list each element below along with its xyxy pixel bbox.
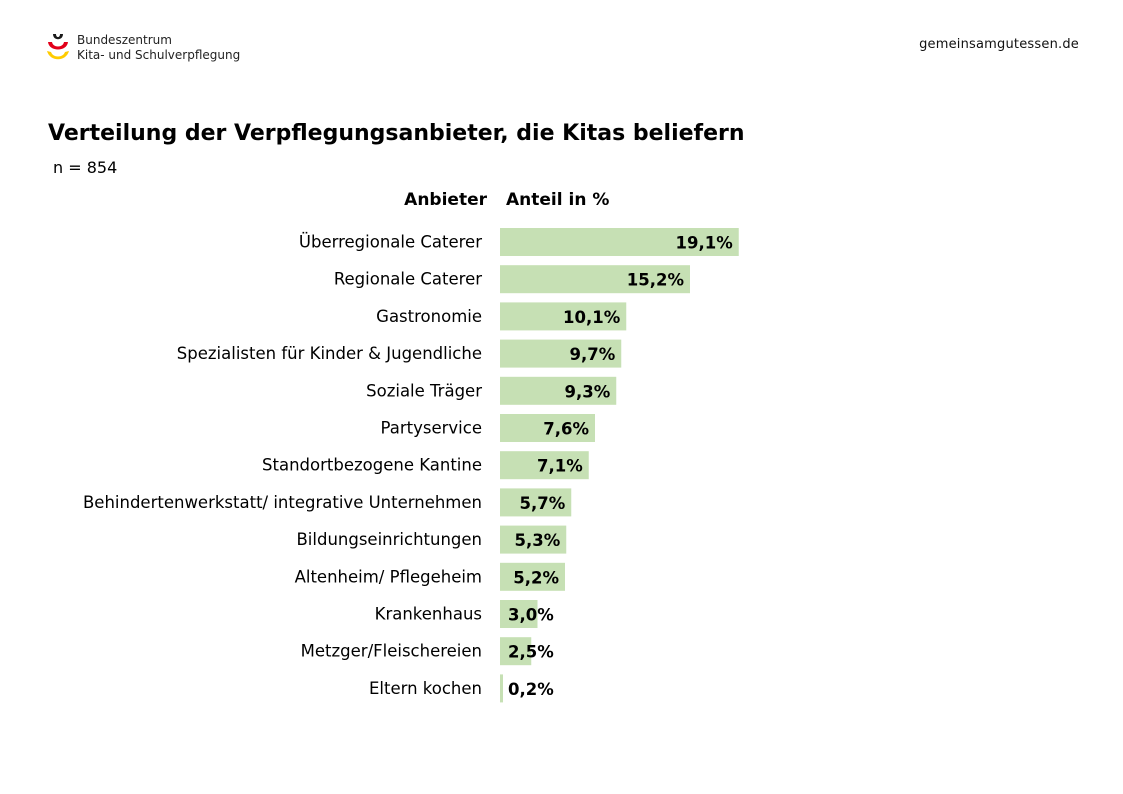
data-label: 9,3% (564, 382, 610, 401)
bar (500, 228, 739, 256)
category-label: Soziale Träger (366, 381, 482, 400)
data-label: 3,0% (508, 606, 554, 625)
bar (500, 302, 627, 331)
data-label: 0,2% (508, 680, 554, 699)
category-label: Krankenhaus (375, 605, 482, 624)
category-column-header: Anbieter (404, 190, 487, 210)
bar (500, 674, 503, 703)
data-label: 19,1% (676, 234, 734, 253)
value-column-header: Anteil in % (506, 190, 610, 210)
data-label: 7,1% (537, 457, 583, 476)
logo: Bundeszentrum Kita- und Schulverpflegung (46, 32, 246, 66)
data-label: 9,7% (569, 345, 615, 364)
bar (500, 562, 565, 591)
data-label: 10,1% (563, 308, 621, 327)
category-label: Altenheim/ Pflegeheim (295, 567, 482, 586)
data-label: 2,5% (508, 643, 554, 662)
bar (500, 488, 572, 517)
bar (500, 525, 567, 554)
site-url[interactable]: gemeinsamgutessen.de (919, 37, 1079, 52)
logo-bowl-icon (47, 34, 69, 60)
org-name-line2: Kita- und Schulverpflegung (77, 48, 241, 62)
bar (500, 451, 589, 480)
bar (500, 414, 595, 442)
category-label: Behindertenwerkstatt/ integrative Untern… (83, 493, 482, 512)
category-label: Partyservice (381, 419, 482, 438)
category-label: Standortbezogene Kantine (262, 456, 482, 475)
logo-text: Bundeszentrum Kita- und Schulverpflegung (77, 33, 240, 63)
chart-title: Verteilung der Verpflegungsanbieter, die… (48, 121, 745, 146)
org-name-line1: Bundeszentrum (77, 33, 172, 47)
category-label: Spezialisten für Kinder & Jugendliche (177, 344, 482, 363)
bar (500, 637, 532, 666)
bar (500, 265, 690, 294)
category-label: Metzger/Fleischereien (301, 642, 482, 661)
category-label: Bildungseinrichtungen (296, 530, 482, 549)
bar (500, 376, 617, 405)
category-label: Regionale Caterer (334, 270, 482, 289)
data-label: 5,7% (519, 494, 565, 513)
category-label: Eltern kochen (369, 679, 482, 698)
data-label: 5,2% (513, 568, 559, 587)
data-label: 7,6% (543, 420, 589, 439)
sample-size: n = 854 (53, 158, 118, 177)
data-label: 15,2% (627, 271, 685, 290)
data-label: 5,3% (514, 531, 560, 550)
bar (500, 339, 622, 368)
bar (500, 600, 538, 628)
category-label: Gastronomie (376, 307, 482, 326)
category-label: Überregionale Caterer (299, 233, 482, 252)
